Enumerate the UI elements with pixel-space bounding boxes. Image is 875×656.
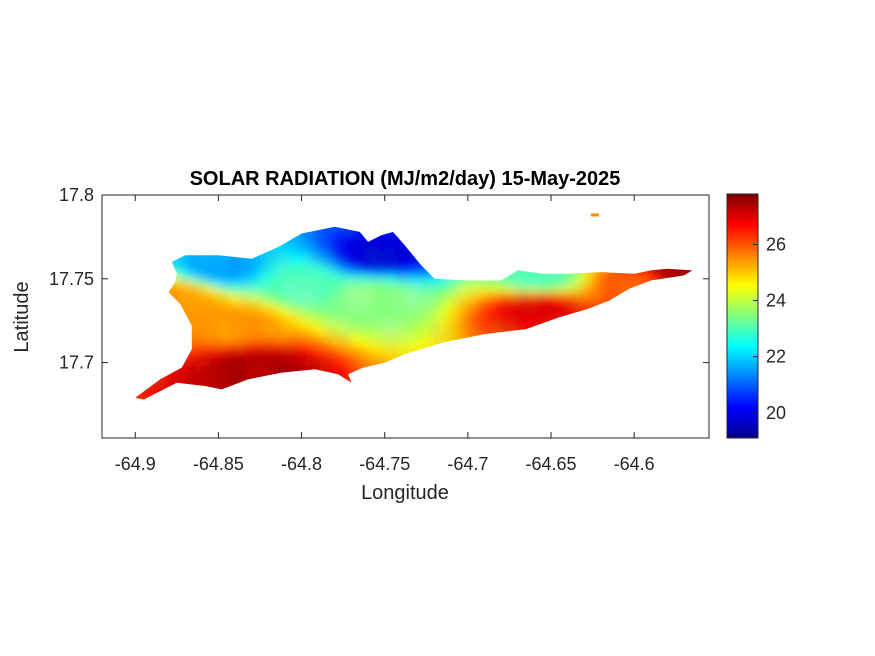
x-tick-label: -64.8: [281, 454, 322, 474]
colorbar-gradient: [726, 193, 759, 439]
x-axis: -64.9 -64.85 -64.8 -64.75 -64.7 -64.65 -64.6: [115, 195, 655, 474]
map-axes: -64.9 -64.85 -64.8 -64.75 -64.7 -64.65 -64.6 1…: [49, 185, 710, 474]
colorbar-tick-label: 26: [766, 234, 786, 254]
y-tick-label: 17.75: [49, 269, 94, 289]
y-axis: 17.7 17.75 17.8: [49, 185, 709, 373]
y-axis-label: Latitude: [11, 281, 33, 352]
x-tick-label: -64.85: [193, 454, 244, 474]
chart-title: SOLAR RADIATION (MJ/m2/day) 15-May-2025: [190, 168, 621, 190]
colorbar: 20 22 24 26: [726, 193, 786, 439]
islet-marker: [590, 213, 599, 217]
x-tick-label: -64.7: [447, 454, 488, 474]
colorbar-tick-label: 22: [766, 347, 786, 367]
x-tick-label: -64.75: [359, 454, 410, 474]
y-tick-label: 17.8: [59, 185, 94, 205]
y-tick-label: 17.7: [59, 353, 94, 373]
x-tick-label: -64.6: [614, 454, 655, 474]
x-axis-label: Longitude: [361, 482, 449, 504]
axes-frame: [101, 194, 710, 439]
x-tick-label: -64.65: [525, 454, 576, 474]
colorbar-tick-label: 20: [766, 403, 786, 423]
x-tick-label: -64.9: [115, 454, 156, 474]
small-islets: [590, 213, 599, 217]
colorbar-ticks: 20 22 24 26: [753, 234, 786, 423]
colorbar-tick-label: 24: [766, 291, 786, 311]
